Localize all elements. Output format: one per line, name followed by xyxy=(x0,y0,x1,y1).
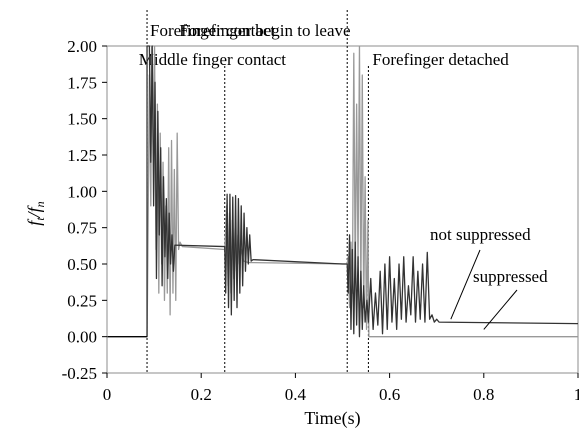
y-tick-label: -0.25 xyxy=(62,364,97,383)
x-axis-title: Time(s) xyxy=(304,408,360,429)
event-label: Forefinger begin to leave xyxy=(179,21,350,40)
x-tick-label: 0.6 xyxy=(379,385,400,404)
y-axis-title-slash: /f xyxy=(24,204,44,218)
y-axis-title-sub1: t xyxy=(33,217,47,221)
series-line xyxy=(107,45,579,338)
annotation-pointer xyxy=(450,249,481,320)
y-axis-title: ft/fn xyxy=(24,201,47,225)
series-layer xyxy=(107,45,579,338)
x-tick-label: 0.4 xyxy=(285,385,307,404)
annotation-layer: not suppressed suppressed xyxy=(430,225,548,330)
y-axis-title-sub2: n xyxy=(33,201,47,207)
y-tick-label: 1.00 xyxy=(67,182,97,201)
annotation-pointer xyxy=(483,289,518,330)
y-tick-label: 1.75 xyxy=(67,73,97,92)
y-axis-title-main: f xyxy=(24,218,44,226)
x-axis: 0 0.2 0.4 0.6 0.8 1 xyxy=(103,373,579,404)
x-tick-label: 0.2 xyxy=(191,385,212,404)
y-tick-label: 2.00 xyxy=(67,37,97,56)
x-tick-label: 0 xyxy=(103,385,112,404)
annotation-not-suppressed: not suppressed xyxy=(430,225,531,244)
y-tick-label: 1.25 xyxy=(67,146,97,165)
y-tick-label: 1.50 xyxy=(67,110,97,129)
event-label: Middle finger contact xyxy=(139,50,287,69)
event-label: Forefinger contact xyxy=(150,21,275,40)
event-label: Forefinger detached xyxy=(372,50,509,69)
x-tick-label: 0.8 xyxy=(473,385,494,404)
y-tick-label: 0.75 xyxy=(67,219,97,238)
y-tick-label: 0.25 xyxy=(67,291,97,310)
event-lines: Forefinger contact Middle finger contact F… xyxy=(139,10,509,373)
annotation-suppressed: suppressed xyxy=(473,267,548,286)
x-tick-label: 1 xyxy=(574,385,579,404)
y-tick-label: 0.00 xyxy=(67,328,97,347)
y-axis: -0.25 0.00 0.25 0.50 0.75 1.00 1.25 1.50 1.75 2.0… xyxy=(62,37,108,383)
y-tick-label: 0.50 xyxy=(67,255,97,274)
